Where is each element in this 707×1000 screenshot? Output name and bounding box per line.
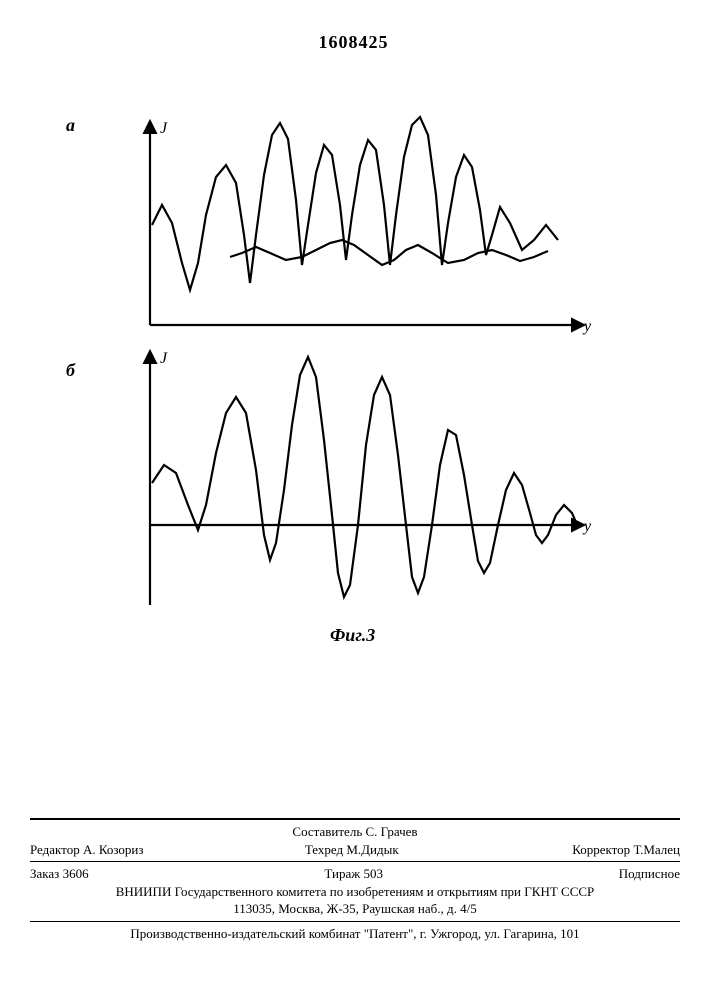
subscription: Подписное bbox=[619, 866, 680, 881]
panel-a-label: а bbox=[66, 115, 75, 136]
techred-label: Техред bbox=[305, 842, 343, 857]
panel-b: J y bbox=[150, 350, 592, 605]
compiler-line: Составитель С. Грачев bbox=[30, 823, 680, 841]
panel-b-x-label: y bbox=[582, 518, 592, 535]
signal-a1 bbox=[152, 117, 558, 290]
techred-name: М.Дидык bbox=[346, 842, 398, 857]
panel-b-y-label: J bbox=[160, 350, 168, 367]
signal-b bbox=[152, 357, 578, 597]
credits-row: Редактор А. Козориз Техред М.Дидык Корре… bbox=[30, 841, 680, 859]
panel-a: J y bbox=[150, 117, 592, 335]
figure-caption: Фиг.3 bbox=[330, 625, 375, 646]
panel-a-x-label: y bbox=[582, 318, 592, 335]
org-line2: 113035, Москва, Ж-35, Раушская наб., д. … bbox=[30, 900, 680, 918]
document-number: 1608425 bbox=[0, 32, 707, 53]
panel-a-y-label: J bbox=[160, 120, 168, 137]
editor-name: А. Козориз bbox=[83, 842, 144, 857]
figure-svg: J y J y bbox=[90, 95, 610, 655]
corrector-name: Т.Малец bbox=[633, 842, 680, 857]
org-line1: ВНИИПИ Государственного комитета по изоб… bbox=[30, 883, 680, 901]
print-label: Тираж bbox=[324, 866, 360, 881]
corrector-label: Корректор bbox=[572, 842, 630, 857]
panel-b-label: б bbox=[66, 360, 75, 381]
print-number: 503 bbox=[363, 866, 383, 881]
footer-block: Составитель С. Грачев Редактор А. Козори… bbox=[30, 815, 680, 942]
order-number: 3606 bbox=[63, 866, 89, 881]
compiler-label: Составитель bbox=[292, 824, 362, 839]
compiler-name: С. Грачев bbox=[366, 824, 418, 839]
editor-label: Редактор bbox=[30, 842, 80, 857]
order-row: Заказ 3606 Тираж 503 Подписное bbox=[30, 865, 680, 883]
publisher-line: Производственно-издательский комбинат "П… bbox=[30, 925, 680, 943]
figure-panel-container: J y J y а б Фиг.3 bbox=[90, 95, 610, 655]
order-label: Заказ bbox=[30, 866, 59, 881]
